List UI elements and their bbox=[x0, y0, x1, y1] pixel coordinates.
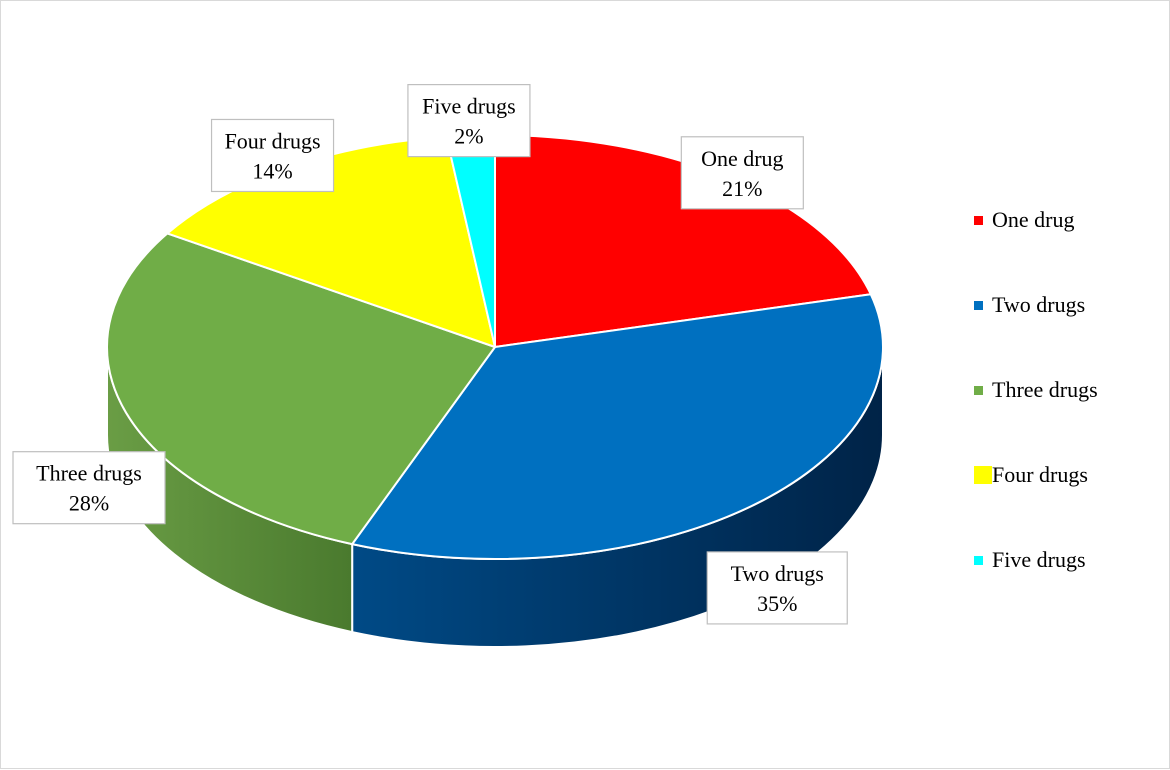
data-label-value: 28% bbox=[69, 491, 109, 516]
legend-label: Five drugs bbox=[992, 547, 1086, 572]
data-label-box bbox=[407, 84, 531, 158]
pie-slice-two-drugs bbox=[351, 293, 884, 560]
data-label-four-drugs: Four drugs 14% bbox=[210, 118, 335, 193]
legend-item-one-drug: One drug bbox=[974, 206, 1074, 234]
pie-labels: One drug 21% Two drugs 35% Three drugs 28% Fou… bbox=[12, 84, 848, 625]
data-label-value: 2% bbox=[454, 124, 483, 149]
legend-swatch bbox=[974, 555, 983, 565]
data-label-box bbox=[210, 118, 335, 193]
data-label-category: Three drugs bbox=[36, 461, 142, 486]
data-label-category: Two drugs bbox=[731, 561, 824, 586]
legend-label: Three drugs bbox=[992, 377, 1098, 402]
data-label-category: One drug bbox=[701, 146, 783, 171]
legend-label: Two drugs bbox=[992, 292, 1086, 317]
data-label-value: 14% bbox=[252, 158, 292, 183]
data-label-category: Five drugs bbox=[422, 94, 516, 119]
legend-swatch bbox=[974, 215, 983, 225]
data-label-value: 21% bbox=[722, 176, 762, 201]
legend-label: Four drugs bbox=[992, 462, 1088, 487]
data-label-value: 35% bbox=[757, 591, 797, 616]
legend-item-four-drugs: Four drugs bbox=[974, 461, 1088, 489]
legend-swatch bbox=[974, 300, 983, 310]
data-label-category: Four drugs bbox=[225, 128, 321, 153]
legend-item-two-drugs: Two drugs bbox=[974, 291, 1085, 319]
legend-swatch bbox=[974, 466, 992, 484]
legend-label: One drug bbox=[992, 207, 1075, 232]
pie-slice-three-drugs bbox=[106, 232, 496, 546]
data-label-five-drugs: Five drugs 2% bbox=[407, 84, 531, 158]
data-label-two-drugs: Two drugs 35% bbox=[706, 551, 848, 625]
data-label-box bbox=[706, 551, 848, 625]
legend-item-five-drugs: Five drugs bbox=[974, 546, 1086, 574]
data-label-three-drugs: Three drugs 28% bbox=[12, 451, 166, 525]
pie-top bbox=[106, 134, 884, 560]
legend-swatch bbox=[974, 385, 983, 395]
data-label-box bbox=[680, 136, 804, 210]
data-label-box bbox=[12, 451, 166, 525]
legend-item-three-drugs: Three drugs bbox=[974, 376, 1098, 404]
data-label-one-drug: One drug 21% bbox=[680, 136, 804, 210]
